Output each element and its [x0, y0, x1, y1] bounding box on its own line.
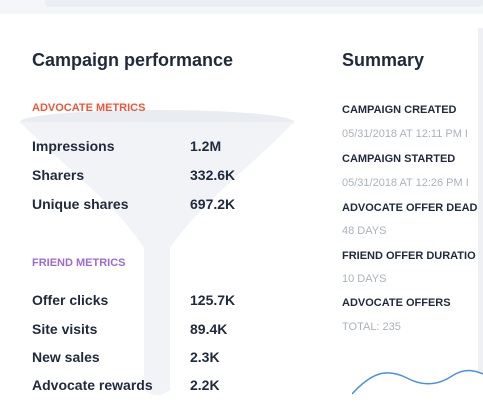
metric-value: 125.7K	[190, 292, 236, 308]
metric-row-advocate-rewards: Advocate rewards 2.2K	[32, 377, 282, 395]
metric-row-offer-clicks: Offer clicks 125.7K	[32, 292, 282, 310]
campaign-performance-title: Campaign performance	[32, 50, 234, 70]
summary-item-label: CAMPAIGN CREATED	[342, 104, 457, 116]
metric-row-sharers: Sharers 332.6K	[32, 167, 282, 185]
summary-item-value: 10 DAYS	[342, 273, 387, 285]
metric-value: 1.2M	[190, 138, 222, 154]
metric-name: Sharers	[32, 167, 85, 183]
summary-item-value: 05/31/2018 AT 12:26 PM I	[342, 177, 469, 189]
metric-value: 697.2K	[190, 196, 236, 212]
metric-name: Site visits	[32, 321, 98, 337]
metric-name: Advocate rewards	[32, 377, 153, 393]
metric-row-unique-shares: Unique shares 697.2K	[32, 196, 282, 214]
metric-name: Offer clicks	[32, 292, 109, 308]
summary-item-value: 05/31/2018 AT 12:11 PM I	[342, 128, 468, 140]
funnel-graphic	[20, 110, 294, 395]
summary-panel: Summary CAMPAIGN CREATED 05/31/2018 AT 1…	[328, 14, 483, 417]
advocate-metrics-label: ADVOCATE METRICS	[32, 102, 146, 114]
summary-item-label: ADVOCATE OFFERS	[342, 297, 451, 309]
summary-item-label: ADVOCATE OFFER DEAD	[342, 202, 478, 214]
metric-row-impressions: Impressions 1.2M	[32, 138, 282, 156]
panel-edge	[478, 28, 483, 373]
metric-row-new-sales: New sales 2.3K	[32, 349, 282, 367]
trend-sparkline	[352, 369, 483, 395]
summary-item-value: TOTAL: 235	[342, 321, 401, 333]
metric-row-site-visits: Site visits 89.4K	[32, 321, 282, 339]
metric-value: 332.6K	[190, 167, 236, 183]
top-bar	[45, 0, 483, 7]
friend-metrics-label: FRIEND METRICS	[32, 257, 126, 269]
summary-item-value: 48 DAYS	[342, 225, 387, 237]
summary-item-label: FRIEND OFFER DURATIO	[342, 250, 476, 262]
metric-value: 89.4K	[190, 321, 228, 337]
metric-name: New sales	[32, 349, 100, 365]
metric-value: 2.3K	[190, 349, 220, 365]
metric-name: Impressions	[32, 138, 115, 154]
summary-item-label: CAMPAIGN STARTED	[342, 153, 456, 165]
metric-value: 2.2K	[190, 377, 220, 393]
metric-name: Unique shares	[32, 196, 129, 212]
summary-title: Summary	[342, 50, 425, 70]
campaign-card: Campaign performance ADVOCATE METRICS Im…	[0, 14, 483, 417]
